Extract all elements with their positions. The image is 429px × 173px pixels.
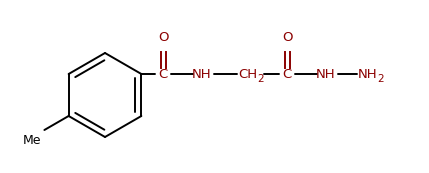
Text: NH: NH [357,67,377,80]
Text: NH: NH [192,67,211,80]
Text: O: O [158,31,169,44]
Text: 2: 2 [377,74,384,84]
Text: 2: 2 [257,74,264,84]
Text: NH: NH [316,67,335,80]
Text: C: C [283,67,292,80]
Text: O: O [282,31,293,44]
Text: Me: Me [23,134,41,147]
Text: C: C [159,67,168,80]
Text: CH: CH [238,67,257,80]
